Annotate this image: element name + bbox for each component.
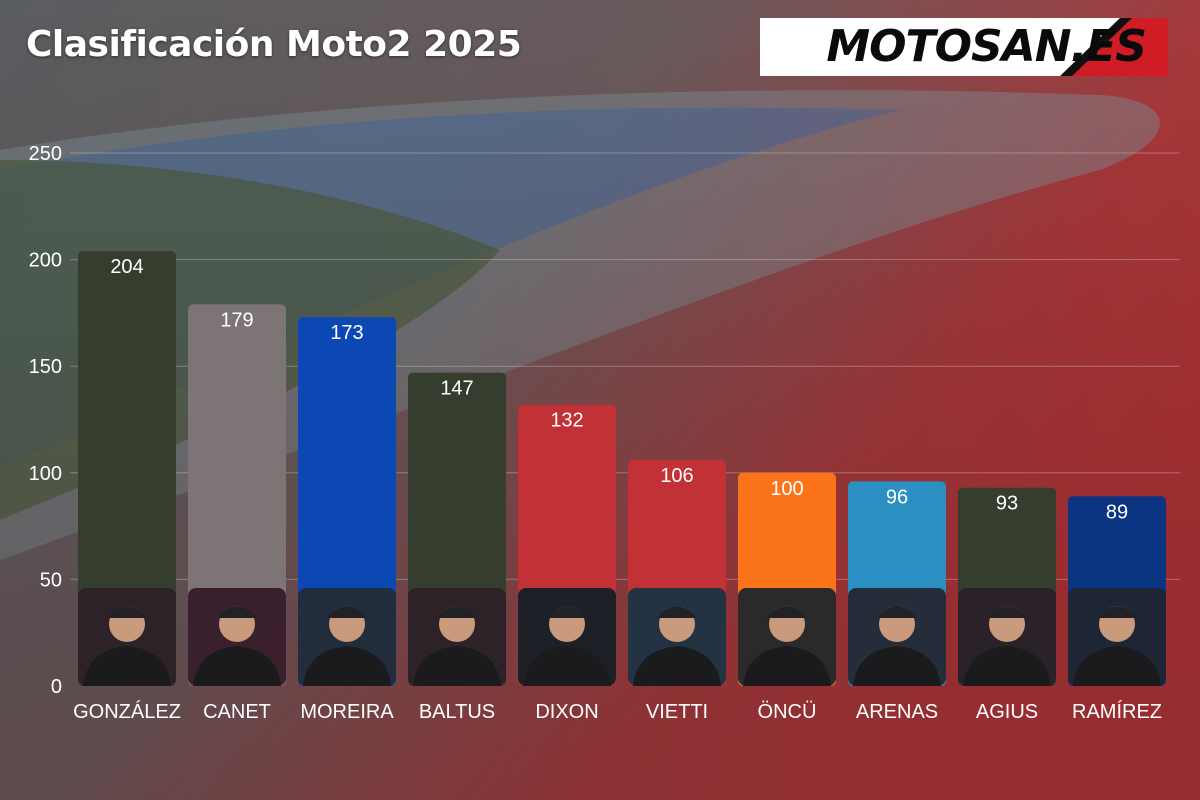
value-label: 204 bbox=[110, 256, 143, 278]
rider-portrait bbox=[188, 588, 286, 686]
value-label: 173 bbox=[330, 322, 363, 344]
rider-name-label: CANET bbox=[203, 701, 271, 723]
rider-cap bbox=[437, 606, 477, 618]
rider-cap bbox=[877, 606, 917, 618]
value-label: 96 bbox=[886, 486, 908, 508]
rider-portrait bbox=[518, 588, 616, 686]
rider-suit bbox=[413, 646, 501, 686]
rider-cap bbox=[547, 606, 587, 618]
rider-cap bbox=[107, 606, 147, 618]
rider-name-label: BALTUS bbox=[419, 701, 495, 723]
motosan-logo[interactable]: MOTOSAN.ES bbox=[760, 18, 1168, 76]
logo-shape bbox=[760, 18, 1168, 76]
rider-suit bbox=[303, 646, 391, 686]
rider-suit bbox=[523, 646, 611, 686]
rider-name-label: ÖNCÜ bbox=[758, 701, 817, 723]
rider-cap bbox=[987, 606, 1027, 618]
value-label: 106 bbox=[660, 465, 693, 487]
rider-cap bbox=[1097, 606, 1137, 618]
y-tick-label: 200 bbox=[29, 250, 62, 272]
rider-name-label: MOREIRA bbox=[300, 701, 394, 723]
rider-name-label: VIETTI bbox=[646, 701, 708, 723]
rider-cap bbox=[217, 606, 257, 618]
chart-title: Clasificación Moto2 2025 bbox=[26, 24, 522, 65]
value-label: 147 bbox=[440, 378, 473, 400]
value-label: 179 bbox=[220, 309, 253, 331]
rider-suit bbox=[193, 646, 281, 686]
rider-name-label: DIXON bbox=[535, 701, 598, 723]
y-tick-label: 50 bbox=[40, 569, 62, 591]
rider-cap bbox=[657, 606, 697, 618]
rider-portrait bbox=[628, 588, 726, 686]
rider-suit bbox=[743, 646, 831, 686]
x-axis-labels: GONZÁLEZ CANET MOREIRA BALTUS DIXON VIETTI ÖNC… bbox=[73, 700, 1162, 723]
rider-portrait bbox=[1068, 588, 1166, 686]
rider-name-label: GONZÁLEZ bbox=[73, 700, 181, 723]
rider-cap bbox=[327, 606, 367, 618]
bar bbox=[78, 251, 176, 686]
rider-suit bbox=[633, 646, 721, 686]
rider-cap bbox=[767, 606, 807, 618]
y-axis: 0 50 100 150 200 250 bbox=[29, 143, 62, 698]
y-tick-label: 250 bbox=[29, 143, 62, 165]
y-tick-label: 0 bbox=[51, 676, 62, 698]
rider-name-label: ARENAS bbox=[856, 701, 938, 723]
value-label: 93 bbox=[996, 493, 1018, 515]
rider-suit bbox=[1073, 646, 1161, 686]
rider-suit bbox=[853, 646, 941, 686]
logo-text: MOTOSAN.ES bbox=[826, 21, 1147, 72]
rider-portraits bbox=[78, 588, 1166, 686]
value-label: 132 bbox=[550, 410, 583, 432]
rider-portrait bbox=[848, 588, 946, 686]
rider-portrait bbox=[958, 588, 1056, 686]
rider-portrait bbox=[298, 588, 396, 686]
value-labels: 204 179 173 147 132 106 100 96 93 89 bbox=[110, 256, 1128, 523]
value-label: 89 bbox=[1106, 501, 1128, 523]
rider-name-label: RAMÍREZ bbox=[1072, 700, 1162, 723]
y-tick-label: 100 bbox=[29, 463, 62, 485]
rider-name-label: AGIUS bbox=[976, 701, 1038, 723]
rider-portrait bbox=[78, 588, 176, 686]
rider-portrait bbox=[408, 588, 506, 686]
value-label: 100 bbox=[770, 478, 803, 500]
rider-suit bbox=[83, 646, 171, 686]
rider-portrait bbox=[738, 588, 836, 686]
y-tick-label: 150 bbox=[29, 356, 62, 378]
rider-suit bbox=[963, 646, 1051, 686]
